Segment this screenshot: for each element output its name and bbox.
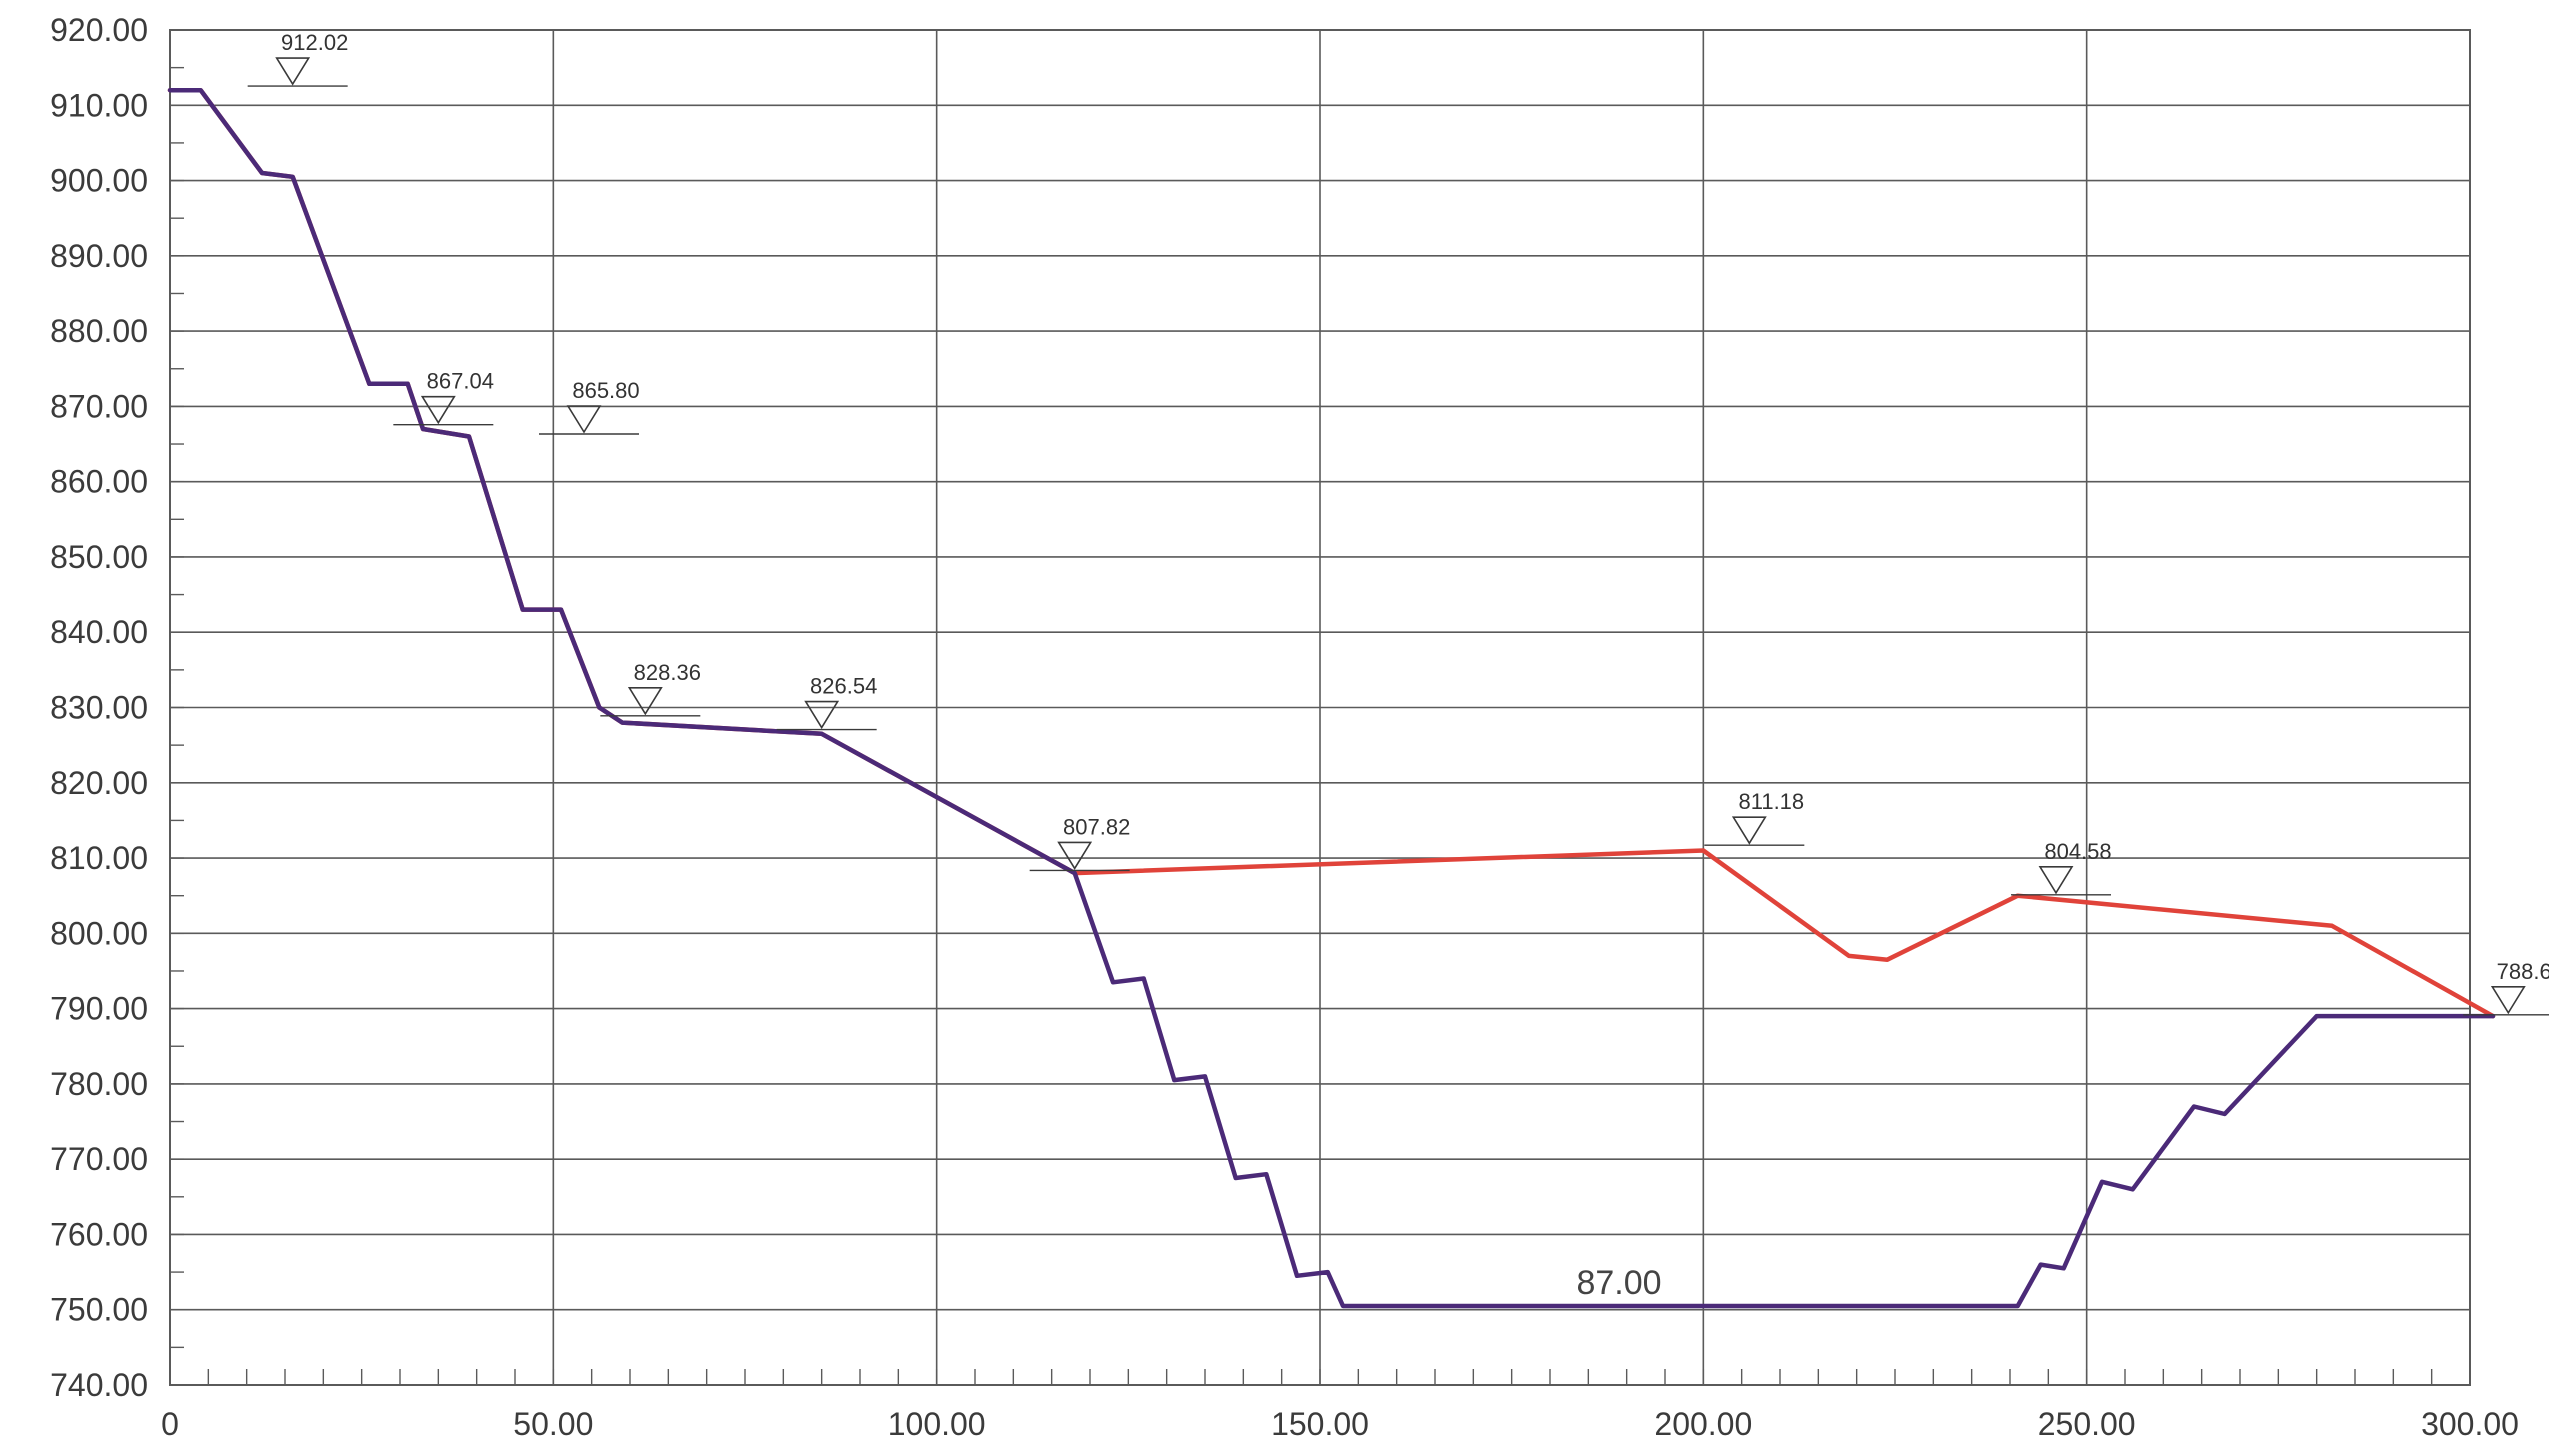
y-tick-label: 760.00 xyxy=(50,1216,148,1252)
elevation-label: 807.82 xyxy=(1063,814,1130,839)
y-tick-label: 900.00 xyxy=(50,163,148,199)
original-ground-line xyxy=(167,87,2496,1019)
x-tick-label: 50.00 xyxy=(513,1406,593,1442)
y-tick-label: 770.00 xyxy=(50,1141,148,1177)
elevation-marker: 912.02 xyxy=(247,30,348,87)
elevation-marker: 867.04 xyxy=(393,369,494,426)
elevation-label: 865.80 xyxy=(572,378,639,403)
x-tick-label: 150.00 xyxy=(1271,1406,1369,1442)
y-tick-label: 810.00 xyxy=(50,840,148,876)
elevation-marker: 804.58 xyxy=(2011,839,2112,896)
elevation-marker: 828.36 xyxy=(600,660,701,717)
y-tick-label: 880.00 xyxy=(50,313,148,349)
bottom-width-label: 87.00 xyxy=(1576,1264,1661,1302)
elevation-marker: 811.18 xyxy=(1704,789,1805,846)
axis-tick-labels: 740.00 750.00 760.00 770.00 780.00 790.00 800.… xyxy=(50,12,2519,1442)
grid xyxy=(169,29,2471,1386)
elevation-triangle-icon xyxy=(1057,841,1093,870)
elevation-triangle-icon xyxy=(804,700,840,730)
series-lines xyxy=(167,87,2496,1309)
y-tick-label: 780.00 xyxy=(50,1066,148,1102)
elevation-label: 788.65 xyxy=(2497,959,2549,984)
y-tick-label: 910.00 xyxy=(50,87,148,123)
y-tick-label: 920.00 xyxy=(50,12,148,48)
elevation-triangle-icon xyxy=(2038,866,2074,895)
elevation-marker: 865.80 xyxy=(539,378,640,435)
y-tick-label: 740.00 xyxy=(50,1367,148,1403)
elevation-label: 912.02 xyxy=(281,30,348,55)
y-tick-label: 830.00 xyxy=(50,690,148,726)
elevation-marker: 826.54 xyxy=(776,674,877,731)
x-tick-label: 0 xyxy=(161,1406,179,1442)
x-tick-label: 300.00 xyxy=(2421,1406,2519,1442)
y-tick-label: 860.00 xyxy=(50,464,148,500)
excavation-profile-line xyxy=(167,87,2496,1309)
elevation-label: 804.58 xyxy=(2044,839,2111,864)
elevation-label: 826.54 xyxy=(810,674,877,699)
elevation-label: 811.18 xyxy=(1739,789,1805,814)
x-tick-label: 100.00 xyxy=(888,1406,986,1442)
y-tick-label: 840.00 xyxy=(50,614,148,650)
elevation-triangle-icon xyxy=(275,57,311,86)
minor-ticks xyxy=(169,29,2471,1386)
y-tick-label: 870.00 xyxy=(50,388,148,424)
elevation-label: 867.04 xyxy=(427,369,494,394)
elevation-triangle-icon xyxy=(566,405,602,434)
elevation-triangle-icon xyxy=(1731,816,1767,845)
y-tick-label: 890.00 xyxy=(50,238,148,274)
x-tick-label: 200.00 xyxy=(1654,1406,1752,1442)
elevation-triangle-icon xyxy=(627,687,663,716)
y-tick-label: 850.00 xyxy=(50,539,148,575)
y-tick-label: 820.00 xyxy=(50,765,148,801)
y-tick-label: 790.00 xyxy=(50,991,148,1027)
y-tick-label: 800.00 xyxy=(50,915,148,951)
elevation-annotations: 912.02 867.04 865.80 828.36 826.54 807.82 811.… xyxy=(247,30,2549,1302)
elevation-marker: 788.65 xyxy=(2463,959,2549,1016)
x-tick-label: 250.00 xyxy=(2038,1406,2136,1442)
elevation-triangle-icon xyxy=(420,395,456,425)
y-tick-label: 750.00 xyxy=(50,1292,148,1328)
elevation-marker: 807.82 xyxy=(1029,814,1130,872)
elevation-triangle-icon xyxy=(2490,985,2526,1015)
elevation-label: 828.36 xyxy=(634,660,701,685)
